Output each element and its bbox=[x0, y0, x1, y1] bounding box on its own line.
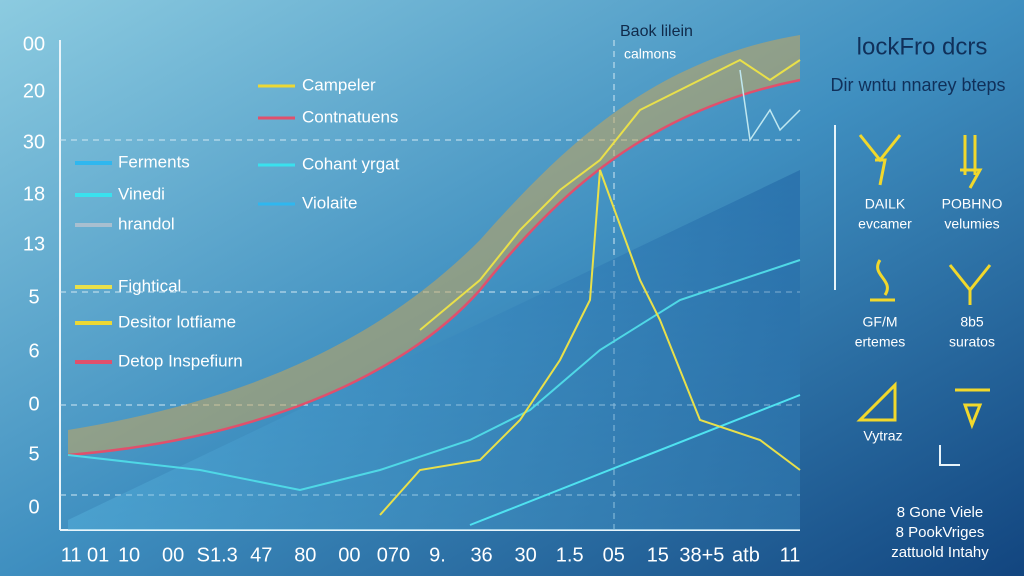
label: 8b5 bbox=[960, 314, 984, 330]
label: velumies bbox=[944, 216, 999, 232]
label: 30 bbox=[515, 544, 537, 566]
label: 9. bbox=[429, 544, 446, 566]
label: Fightical bbox=[118, 276, 181, 295]
label: Violaite bbox=[302, 193, 357, 212]
label: 36 bbox=[470, 544, 492, 566]
label: 13 bbox=[23, 233, 45, 255]
label: Desitor lotfiame bbox=[118, 312, 236, 331]
label: 5 bbox=[28, 286, 39, 308]
label: 38+5 bbox=[679, 544, 724, 566]
label: 11 01 bbox=[61, 544, 110, 566]
label: atb bbox=[732, 544, 760, 566]
label: calmons bbox=[624, 46, 676, 62]
label: Cohant yrgat bbox=[302, 154, 400, 173]
label: Detop Inspefiurn bbox=[118, 351, 243, 370]
label: 00 bbox=[162, 544, 184, 566]
label: 20 bbox=[23, 80, 45, 102]
label: 1.5 bbox=[556, 544, 584, 566]
label: GF/M bbox=[863, 314, 898, 330]
label: 47 bbox=[250, 544, 272, 566]
label: 8 Gone Viele bbox=[897, 504, 983, 521]
label: 8 PookVriges bbox=[896, 524, 985, 541]
label: 30 bbox=[23, 131, 45, 153]
label: ertemes bbox=[855, 334, 906, 350]
icons bbox=[856, 134, 992, 430]
label: Vytraz bbox=[863, 428, 902, 444]
label: 00 bbox=[23, 33, 45, 55]
label: 0 bbox=[28, 496, 39, 518]
label: Dir wntu nnarey bteps bbox=[830, 75, 1005, 95]
label: Campeler bbox=[302, 75, 376, 94]
label: 070 bbox=[377, 544, 410, 566]
label: 15 bbox=[647, 544, 669, 566]
label: 05 bbox=[603, 544, 625, 566]
label: 10 bbox=[118, 544, 140, 566]
label: Contnatuens bbox=[302, 107, 398, 126]
label: DAILK bbox=[865, 196, 906, 212]
label: Ferments bbox=[118, 152, 190, 171]
label: S1.3 bbox=[197, 544, 238, 566]
label: hrandol bbox=[118, 214, 175, 233]
panel-frame bbox=[834, 125, 960, 466]
label: zattuold Intahy bbox=[891, 544, 989, 561]
label: Baok lilein bbox=[620, 23, 693, 40]
label: 11 bbox=[780, 544, 801, 566]
label: 5 bbox=[28, 443, 39, 465]
label: 6 bbox=[28, 340, 39, 362]
label: lockFro dcrs bbox=[857, 33, 988, 60]
label: suratos bbox=[949, 334, 995, 350]
label: 18 bbox=[23, 183, 45, 205]
label: Vinedi bbox=[118, 184, 165, 203]
label: POBHNO bbox=[942, 196, 1003, 212]
label: evcamer bbox=[858, 216, 912, 232]
label: 80 bbox=[294, 544, 316, 566]
label: 00 bbox=[338, 544, 360, 566]
label: 0 bbox=[28, 393, 39, 415]
plot bbox=[59, 35, 801, 531]
